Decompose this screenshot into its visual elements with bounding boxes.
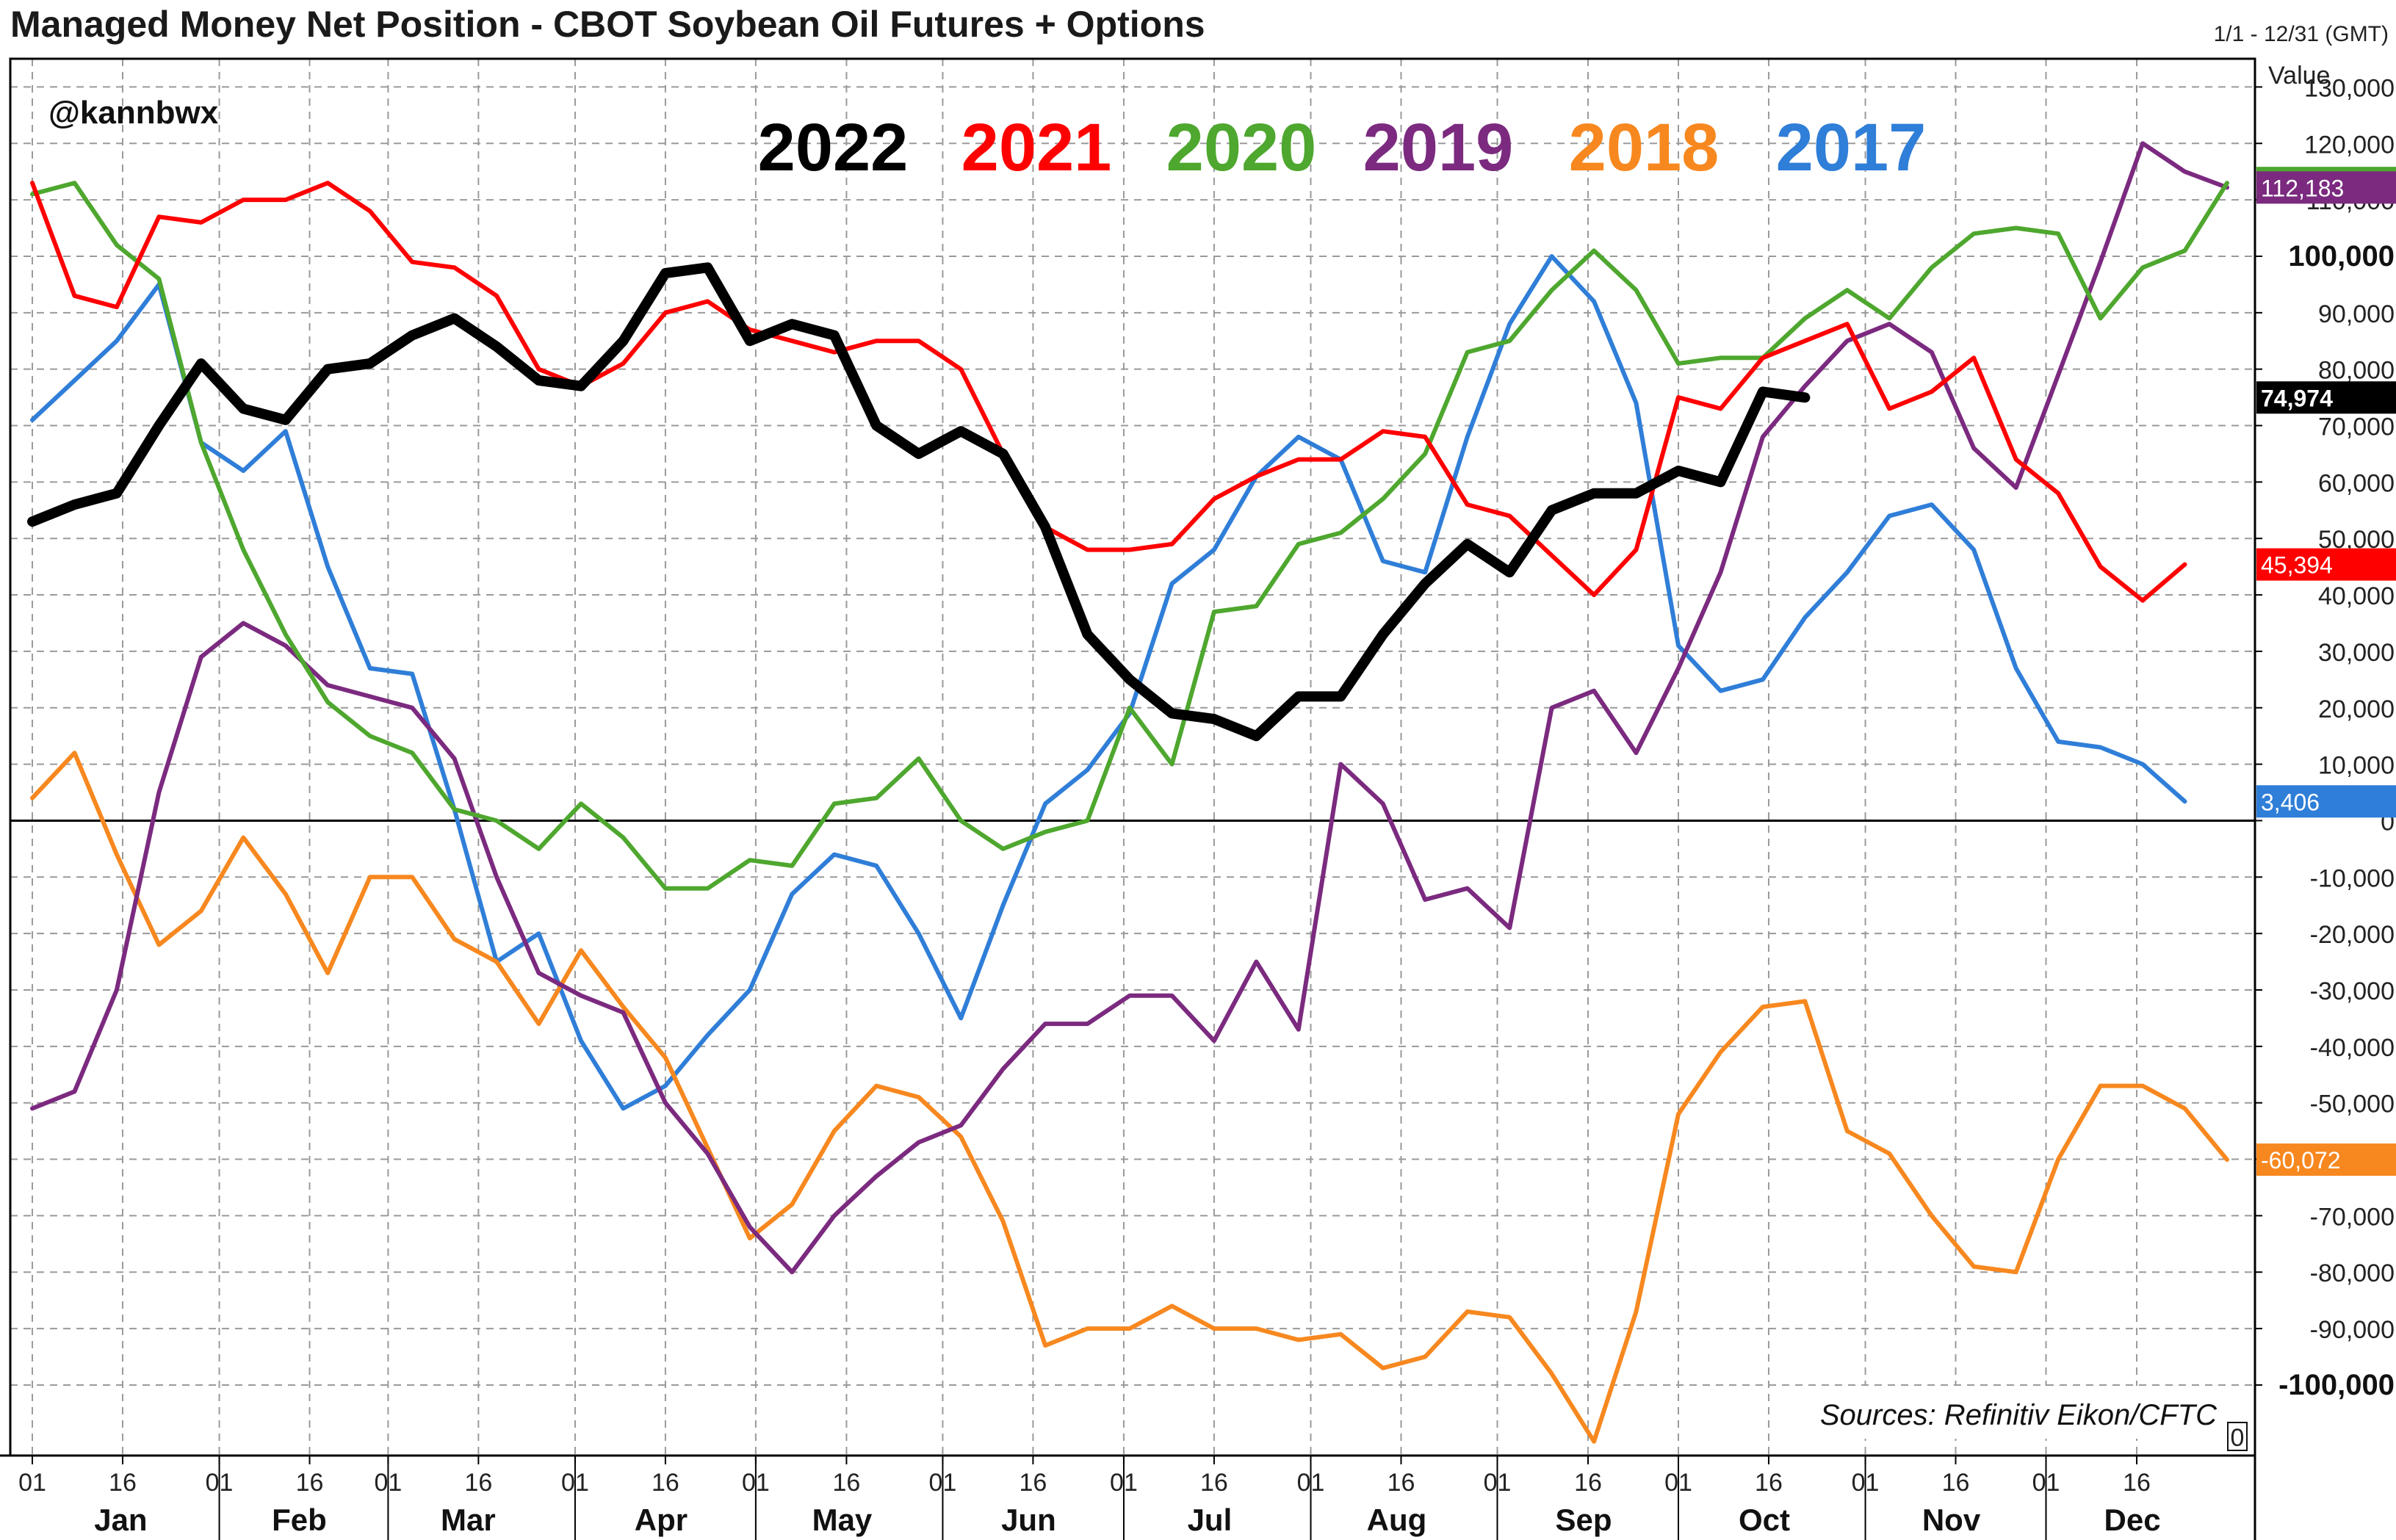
- x-month-label: Jun: [1001, 1503, 1056, 1537]
- x-month-label: Nov: [1922, 1503, 1981, 1537]
- x-month-label: Oct: [1739, 1503, 1790, 1537]
- end-value-box-2019: 112,183: [2256, 171, 2396, 204]
- source-note: Sources: Refinitiv Eikon/CFTC: [1820, 1399, 2218, 1431]
- corner-marker: 0: [2231, 1424, 2245, 1452]
- series-layer: [27, 141, 2229, 1444]
- y-tick-label: -40,000: [2310, 1034, 2395, 1062]
- x-month-label: Jan: [94, 1503, 147, 1537]
- date-range: 1/1 - 12/31 (GMT): [2214, 22, 2389, 46]
- y-tick-label: -100,000: [2278, 1369, 2395, 1401]
- legend-entry-2017: 2017: [1776, 110, 1927, 185]
- legend-entry-2022: 2022: [758, 110, 909, 185]
- x-day-label: 16: [652, 1469, 679, 1497]
- end-value-bg: [2256, 1143, 2396, 1176]
- y-tick-label: 80,000: [2318, 357, 2395, 385]
- y-tick-label: 90,000: [2318, 300, 2395, 328]
- x-day-label: 16: [1755, 1469, 1783, 1497]
- end-value-label: 3,406: [2261, 789, 2320, 815]
- x-month-label: Dec: [2104, 1503, 2161, 1537]
- y-tick-label: 100,000: [2288, 240, 2395, 272]
- end-value-label: 74,974: [2261, 385, 2333, 411]
- x-day-label: 16: [1574, 1469, 1602, 1497]
- axis-layer: 130,000120,000110,000100,00090,00080,000…: [0, 57, 2396, 1540]
- end-value-label: -60,072: [2261, 1147, 2341, 1174]
- legend-entry-2021: 2021: [961, 110, 1112, 185]
- y-tick-label: -10,000: [2310, 864, 2395, 892]
- x-month-label: Mar: [441, 1503, 496, 1537]
- y-tick-label: -70,000: [2310, 1203, 2395, 1231]
- x-day-label: 16: [1019, 1469, 1047, 1497]
- x-day-label: 16: [1200, 1469, 1228, 1497]
- legend: 2022 2021 2020 2019 2018 2017: [758, 110, 1927, 185]
- legend-entry-2018: 2018: [1569, 110, 1720, 185]
- end-value-box-2018: -60,072: [2256, 1143, 2396, 1176]
- grid-layer: [10, 59, 2255, 1456]
- series-line-2019: [30, 141, 2229, 1275]
- y-tick-label: -80,000: [2310, 1259, 2395, 1287]
- value-axis-header: Value: [2268, 62, 2330, 90]
- series-line-2017: [30, 254, 2187, 1111]
- series-line-2021: [30, 181, 2187, 603]
- y-tick-label: 120,000: [2304, 131, 2395, 159]
- end-value-box-2021: 45,394: [2256, 548, 2396, 581]
- chart-title: Managed Money Net Position - CBOT Soybea…: [10, 4, 1205, 45]
- end-value-label: 112,183: [2261, 175, 2344, 201]
- y-tick-label: 130,000: [2304, 74, 2395, 102]
- x-day-label: 16: [109, 1469, 137, 1497]
- x-month-label: Aug: [1367, 1503, 1427, 1537]
- y-tick-label: 30,000: [2318, 639, 2395, 667]
- x-day-label: 16: [1388, 1469, 1415, 1497]
- end-value-bg: [2256, 548, 2396, 581]
- source-box: [1780, 1386, 2229, 1439]
- x-month-label: Feb: [272, 1503, 327, 1537]
- end-value-box-2022: 74,974: [2256, 381, 2396, 414]
- corner-marker-box: [2227, 1422, 2248, 1451]
- x-day-label: 01: [18, 1469, 46, 1497]
- y-tick-label: -90,000: [2310, 1316, 2395, 1344]
- x-day-label: 16: [296, 1469, 324, 1497]
- author-handle: @kannbwx: [48, 95, 219, 131]
- y-tick-label: 60,000: [2318, 469, 2395, 497]
- legend-entry-2020: 2020: [1166, 110, 1317, 185]
- y-tick-label: 40,000: [2318, 582, 2395, 610]
- series-line-2022: [27, 262, 1811, 742]
- legend-entry-2019: 2019: [1363, 110, 1514, 185]
- y-tick-label: -30,000: [2310, 977, 2395, 1005]
- end-value-bg: [2256, 785, 2396, 818]
- y-tick-label: -50,000: [2310, 1091, 2395, 1118]
- x-month-label: Jul: [1188, 1503, 1233, 1537]
- end-value-label: 45,394: [2261, 552, 2333, 579]
- x-day-label: 16: [464, 1469, 492, 1497]
- y-tick-label: 70,000: [2318, 413, 2395, 441]
- y-tick-label: 20,000: [2318, 695, 2395, 723]
- x-month-label: Sep: [1556, 1503, 1612, 1537]
- x-day-label: 16: [1942, 1469, 1970, 1497]
- x-day-label: 16: [2123, 1469, 2151, 1497]
- y-tick-label: -20,000: [2310, 921, 2395, 949]
- end-value-bg: [2256, 171, 2396, 204]
- series-line-2020: [30, 181, 2229, 891]
- end-value-box-2017: 3,406: [2256, 785, 2396, 818]
- x-month-label: Apr: [635, 1503, 688, 1537]
- x-month-label: May: [812, 1503, 873, 1537]
- x-day-label: 16: [833, 1469, 861, 1497]
- series-line-2018: [30, 751, 2229, 1444]
- end-value-bg: [2256, 381, 2396, 414]
- y-tick-label: 10,000: [2318, 752, 2395, 780]
